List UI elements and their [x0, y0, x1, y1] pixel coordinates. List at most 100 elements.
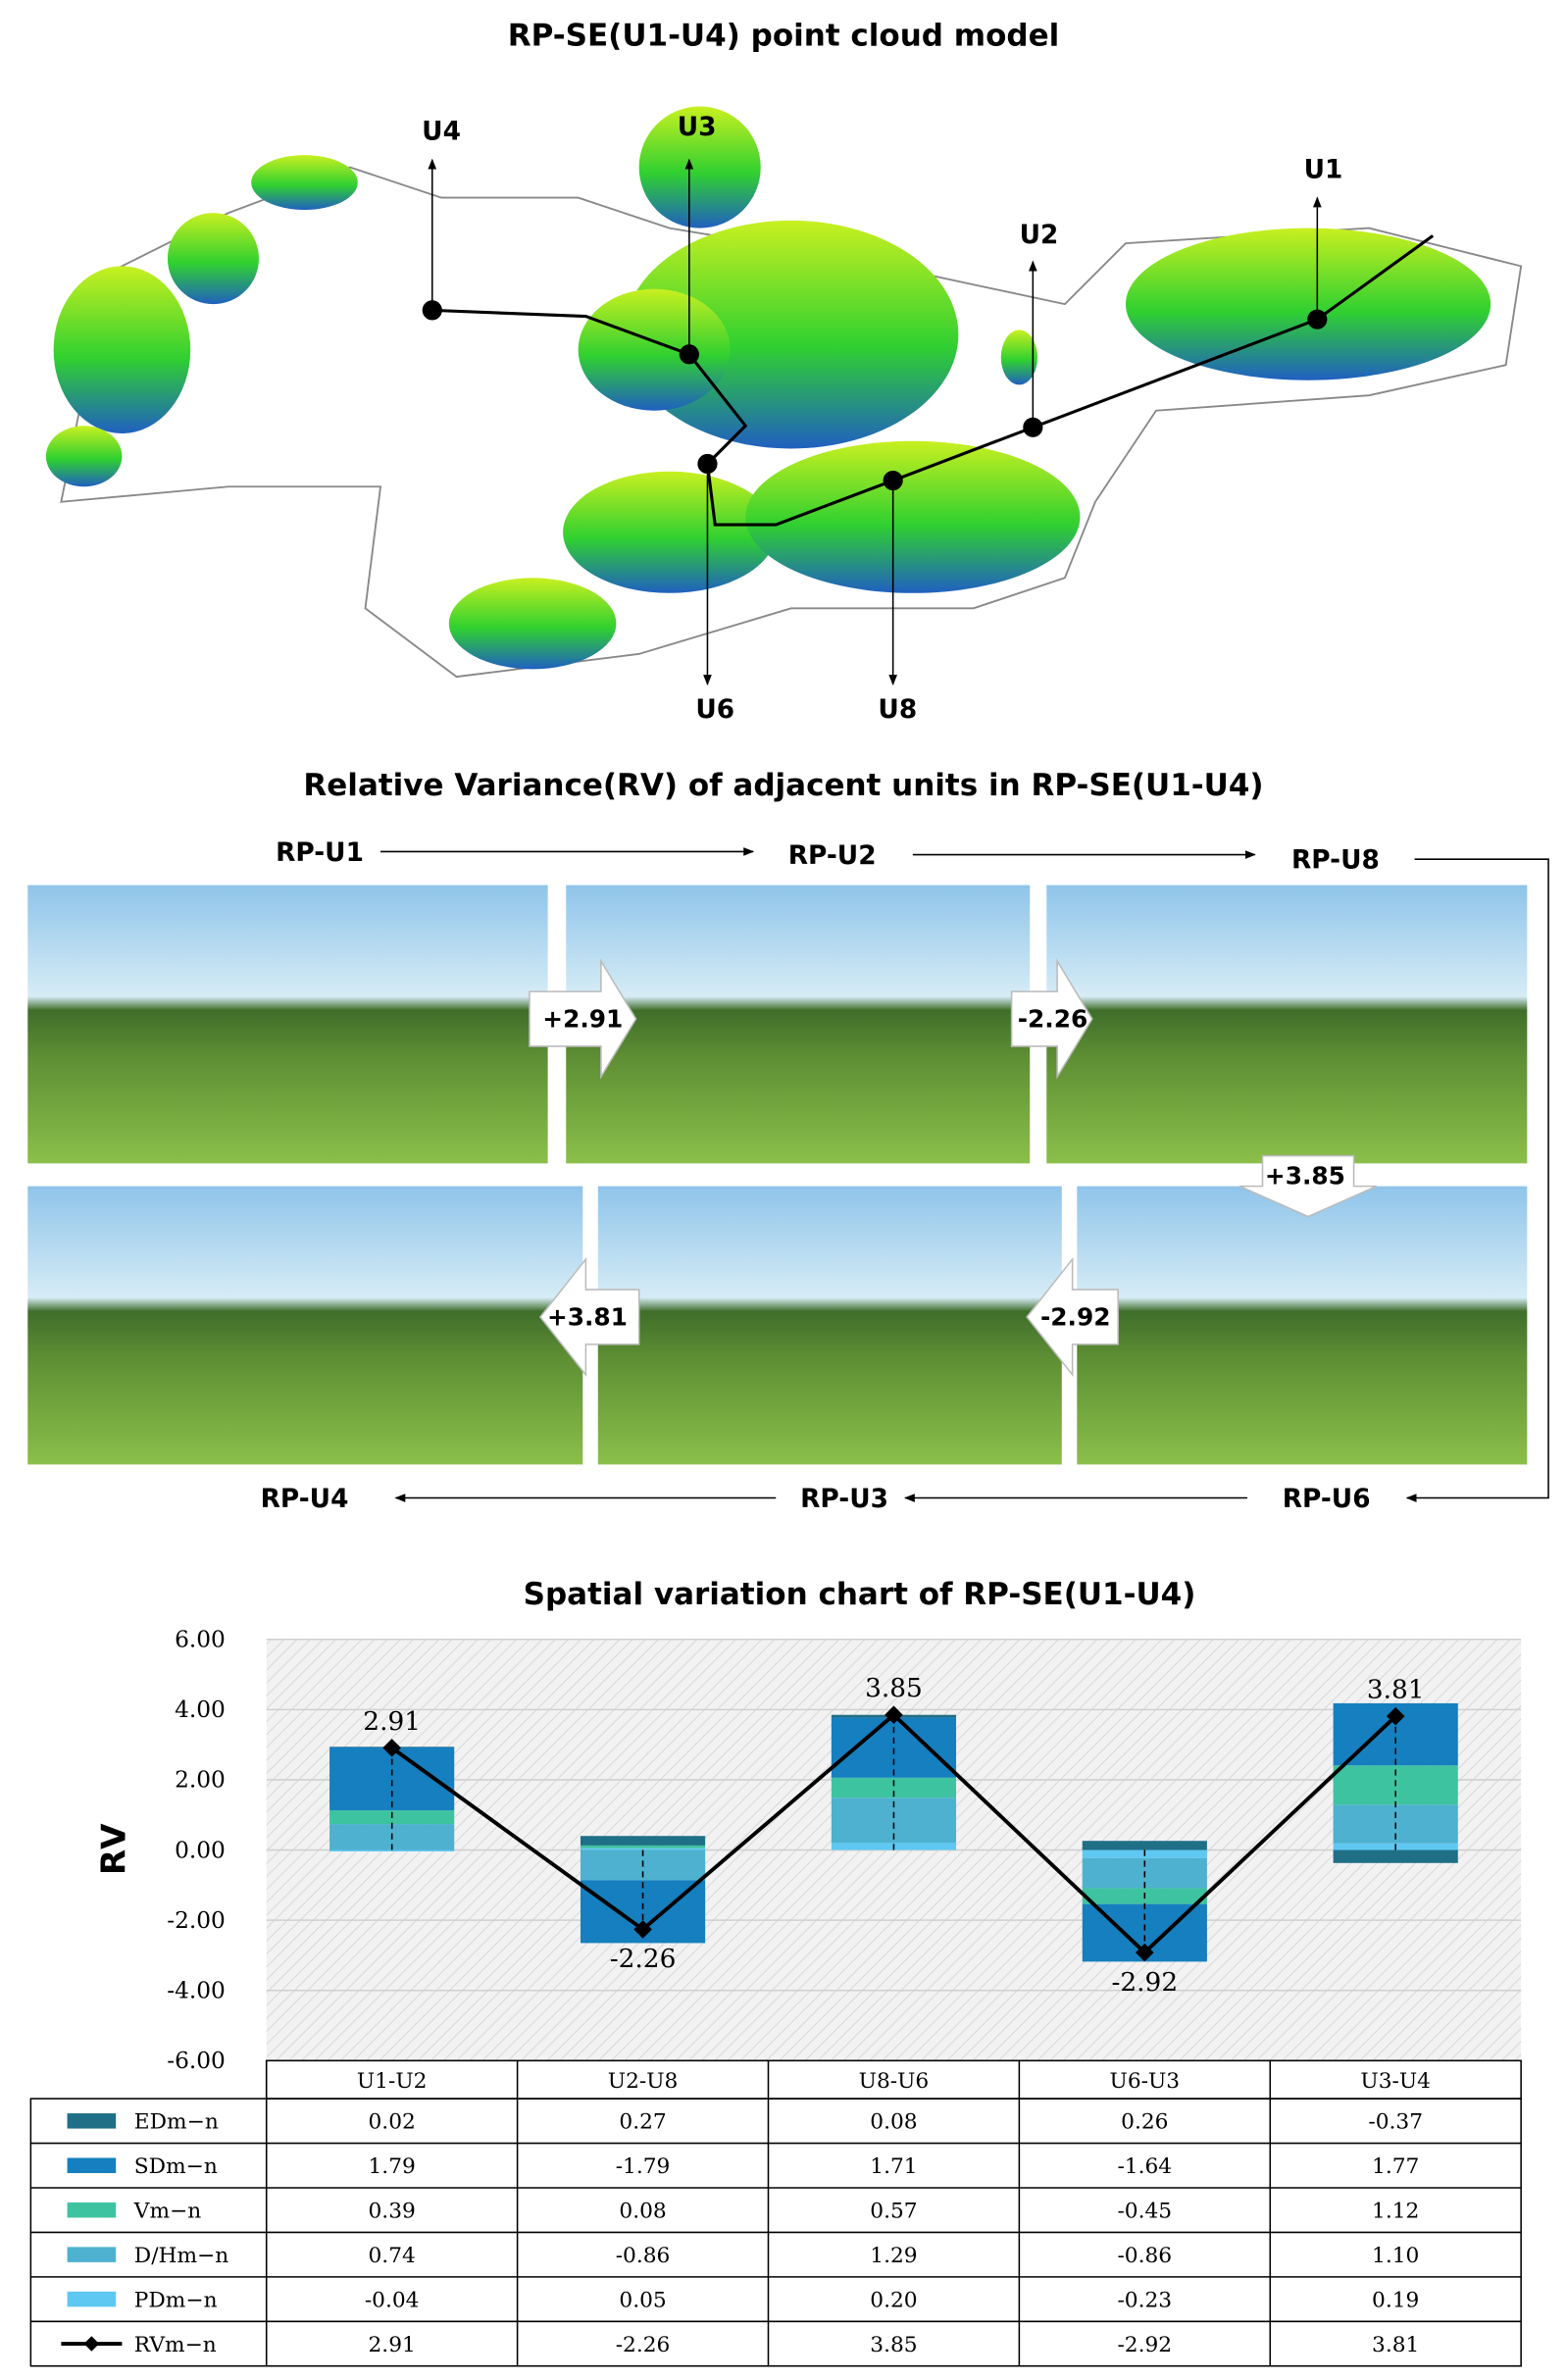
- unit-name: RP-U8: [1291, 846, 1380, 876]
- outline: [60, 166, 1523, 679]
- unit-point: [1307, 309, 1328, 329]
- point-cloud-title: RP-SE(U1-U4) point cloud model: [508, 19, 1059, 54]
- y-tick-label: -6.00: [167, 2048, 226, 2074]
- transition-arrow: [529, 958, 637, 1080]
- rv-marker: [1386, 1706, 1405, 1726]
- transition-value: -2.26: [1018, 1005, 1087, 1034]
- table-cell: 2.91: [369, 2333, 416, 2357]
- bar-segment: [580, 1836, 706, 1846]
- x-tick-label: U2-U8: [608, 2069, 679, 2094]
- unit-label: U2: [1020, 221, 1059, 250]
- table-cell: 0.74: [369, 2244, 416, 2268]
- unit-point: [1023, 417, 1043, 437]
- rv-marker: [633, 1920, 652, 1939]
- y-axis-label: RV: [95, 1823, 134, 1875]
- unit-name: RP-U3: [800, 1485, 888, 1514]
- rv-marker: [1136, 1943, 1154, 1962]
- legend-label: D/Hm−n: [134, 2244, 228, 2268]
- bar-segment: [329, 1849, 455, 1851]
- legend-label: PDm−n: [134, 2288, 218, 2312]
- tree-cluster: [448, 578, 617, 670]
- legend-swatch: [67, 2157, 117, 2174]
- table-cell: 1.10: [1372, 2244, 1419, 2268]
- table-cell: 1.71: [870, 2154, 917, 2179]
- unit-name: RP-U4: [261, 1485, 349, 1514]
- unit-label: U8: [878, 695, 917, 725]
- transition-value: +3.81: [547, 1303, 628, 1332]
- legend-label: Vm−n: [133, 2199, 201, 2223]
- tree-cluster: [1125, 228, 1491, 380]
- photo: [597, 1186, 1062, 1465]
- flow-arrows: [380, 847, 1549, 1502]
- route: [431, 234, 1435, 527]
- tree-cluster: [745, 440, 1081, 593]
- unit-name: RP-U2: [788, 841, 877, 871]
- photo: [27, 1186, 583, 1465]
- tree-cluster: [251, 155, 358, 211]
- table-cell: 1.79: [369, 2154, 416, 2179]
- y-tick-label: -4.00: [167, 1977, 226, 2003]
- bar-segment: [831, 1777, 957, 1798]
- y-tick-label: 6.00: [175, 1627, 226, 1653]
- legend-swatch: [67, 2247, 117, 2262]
- legend-swatch: [67, 2291, 117, 2307]
- table-cell: 0.19: [1372, 2288, 1419, 2312]
- x-tick-label: U3-U4: [1360, 2069, 1431, 2094]
- photo: [27, 885, 548, 1164]
- data-label: -2.92: [1112, 1968, 1179, 1998]
- table-cell: 1.12: [1372, 2199, 1419, 2223]
- transition-value: +2.91: [542, 1005, 623, 1034]
- photo-panel-title: Relative Variance(RV) of adjacent units …: [303, 768, 1263, 803]
- photo: [566, 885, 1031, 1164]
- table-cell: 0.02: [369, 2110, 416, 2135]
- unit-label: U6: [695, 695, 734, 725]
- table-cell: 0.20: [870, 2288, 917, 2312]
- tree-cluster: [578, 288, 731, 411]
- table-cell: 1.77: [1372, 2154, 1419, 2179]
- transition-arrows: [529, 958, 1378, 1378]
- legend-label: EDm−n: [134, 2110, 219, 2135]
- legend-swatch: [67, 2202, 117, 2218]
- transition-value: -2.92: [1040, 1303, 1110, 1332]
- tree-cluster: [45, 426, 123, 487]
- table-cell: 0.27: [619, 2110, 666, 2135]
- point-cloud: [45, 106, 1523, 679]
- x-tick-label: U8-U6: [859, 2069, 930, 2094]
- photos: [27, 885, 1528, 1465]
- bar-segment: [580, 1845, 706, 1848]
- y-tick-label: 2.00: [175, 1767, 226, 1794]
- legend-swatch: [67, 2113, 117, 2129]
- table-cell: 0.08: [870, 2110, 917, 2135]
- bar-segment: [1082, 1841, 1207, 1850]
- data-label: -2.26: [610, 1945, 677, 1974]
- rv-marker: [885, 1705, 903, 1725]
- table-cell: 0.57: [870, 2199, 917, 2223]
- y-tick-label: -2.00: [167, 1907, 226, 1934]
- data-label: 3.81: [1367, 1676, 1425, 1705]
- y-tick-label: 4.00: [175, 1696, 226, 1723]
- table-cell: -0.37: [1368, 2110, 1423, 2135]
- data-label: 3.85: [865, 1674, 923, 1703]
- flow-arrow: [1405, 858, 1549, 1502]
- table-cell: -0.86: [1117, 2244, 1172, 2268]
- table-cell: 3.81: [1372, 2333, 1419, 2357]
- unit-label: U4: [422, 118, 461, 147]
- table-cell: 0.26: [1121, 2110, 1168, 2135]
- photo: [1077, 1186, 1528, 1465]
- photo: [1046, 885, 1528, 1164]
- table-cell: -1.64: [1117, 2154, 1172, 2179]
- tree-cluster: [53, 266, 191, 433]
- table-cell: 0.05: [619, 2288, 666, 2312]
- unit-point: [697, 453, 718, 475]
- tree-cluster: [167, 213, 259, 305]
- tree-cluster: [563, 471, 777, 593]
- tree-cluster: [638, 106, 761, 228]
- table-cell: -0.23: [1117, 2288, 1172, 2312]
- transition-arrow: [538, 1256, 640, 1378]
- transition-arrow: [1026, 1256, 1119, 1378]
- unit-label: U1: [1304, 155, 1343, 184]
- table-cell: -2.26: [616, 2333, 671, 2357]
- table-cell: 0.39: [369, 2199, 416, 2223]
